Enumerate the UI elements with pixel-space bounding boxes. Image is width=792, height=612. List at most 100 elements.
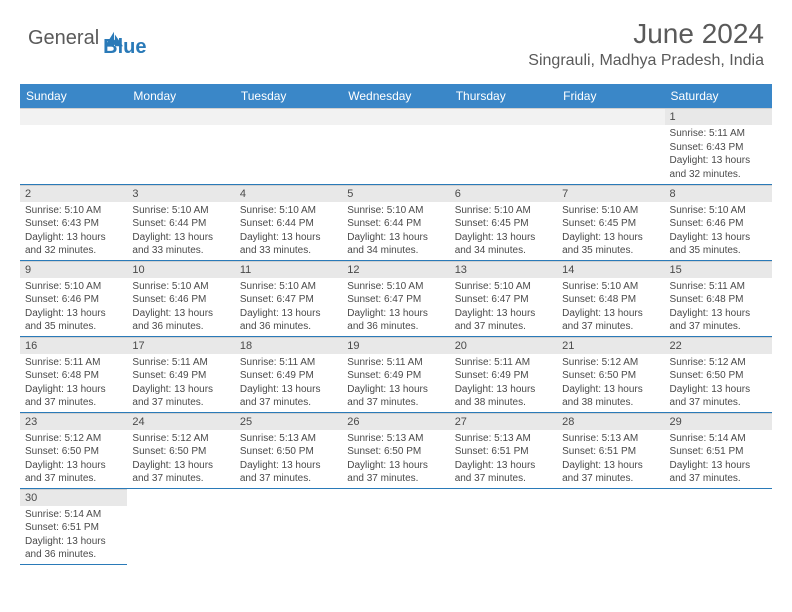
day-details: Sunrise: 5:13 AMSunset: 6:51 PMDaylight:… [557,430,664,488]
day-number: 4 [235,185,342,202]
day-number: 6 [450,185,557,202]
day-number: 17 [127,337,234,354]
calendar-week-row: 9Sunrise: 5:10 AMSunset: 6:46 PMDaylight… [20,260,772,336]
day-details: Sunrise: 5:11 AMSunset: 6:49 PMDaylight:… [450,354,557,412]
calendar-day-cell: 27Sunrise: 5:13 AMSunset: 6:51 PMDayligh… [450,412,557,488]
day-details: Sunrise: 5:12 AMSunset: 6:50 PMDaylight:… [20,430,127,488]
day-number: 15 [665,261,772,278]
calendar-header-row: SundayMondayTuesdayWednesdayThursdayFrid… [20,84,772,108]
calendar-day-cell [450,488,557,564]
day-details: Sunrise: 5:11 AMSunset: 6:49 PMDaylight:… [127,354,234,412]
day-number: 7 [557,185,664,202]
logo: General Blue [28,18,147,59]
calendar-day-cell: 23Sunrise: 5:12 AMSunset: 6:50 PMDayligh… [20,412,127,488]
day-details: Sunrise: 5:10 AMSunset: 6:46 PMDaylight:… [127,278,234,336]
calendar-table: SundayMondayTuesdayWednesdayThursdayFrid… [20,84,772,565]
weekday-header: Friday [557,84,664,108]
calendar-day-cell [20,108,127,184]
calendar-day-cell: 4Sunrise: 5:10 AMSunset: 6:44 PMDaylight… [235,184,342,260]
calendar-day-cell: 9Sunrise: 5:10 AMSunset: 6:46 PMDaylight… [20,260,127,336]
calendar-day-cell [235,488,342,564]
day-number: 27 [450,413,557,430]
day-number: 16 [20,337,127,354]
calendar-day-cell: 17Sunrise: 5:11 AMSunset: 6:49 PMDayligh… [127,336,234,412]
day-details: Sunrise: 5:11 AMSunset: 6:48 PMDaylight:… [20,354,127,412]
day-number: 14 [557,261,664,278]
day-number: 9 [20,261,127,278]
day-details: Sunrise: 5:10 AMSunset: 6:44 PMDaylight:… [235,202,342,260]
calendar-day-cell: 28Sunrise: 5:13 AMSunset: 6:51 PMDayligh… [557,412,664,488]
logo-text-part1: General [28,27,99,50]
day-details: Sunrise: 5:10 AMSunset: 6:46 PMDaylight:… [20,278,127,336]
day-number: 28 [557,413,664,430]
day-number: 25 [235,413,342,430]
calendar-day-cell: 22Sunrise: 5:12 AMSunset: 6:50 PMDayligh… [665,336,772,412]
calendar-week-row: 23Sunrise: 5:12 AMSunset: 6:50 PMDayligh… [20,412,772,488]
calendar-day-cell: 26Sunrise: 5:13 AMSunset: 6:50 PMDayligh… [342,412,449,488]
day-details: Sunrise: 5:10 AMSunset: 6:47 PMDaylight:… [235,278,342,336]
calendar-day-cell: 10Sunrise: 5:10 AMSunset: 6:46 PMDayligh… [127,260,234,336]
day-details: Sunrise: 5:11 AMSunset: 6:43 PMDaylight:… [665,125,772,183]
logo-text-part2: Blue [103,36,146,58]
empty-day-header [342,108,449,125]
day-number: 19 [342,337,449,354]
day-number: 22 [665,337,772,354]
day-number: 18 [235,337,342,354]
day-details: Sunrise: 5:13 AMSunset: 6:51 PMDaylight:… [450,430,557,488]
calendar-day-cell [235,108,342,184]
day-number: 12 [342,261,449,278]
day-number: 26 [342,413,449,430]
day-number: 11 [235,261,342,278]
day-details: Sunrise: 5:10 AMSunset: 6:47 PMDaylight:… [342,278,449,336]
calendar-week-row: 1Sunrise: 5:11 AMSunset: 6:43 PMDaylight… [20,108,772,184]
day-details: Sunrise: 5:11 AMSunset: 6:49 PMDaylight:… [342,354,449,412]
calendar-day-cell: 5Sunrise: 5:10 AMSunset: 6:44 PMDaylight… [342,184,449,260]
day-details: Sunrise: 5:11 AMSunset: 6:49 PMDaylight:… [235,354,342,412]
day-number: 5 [342,185,449,202]
calendar-day-cell: 11Sunrise: 5:10 AMSunset: 6:47 PMDayligh… [235,260,342,336]
day-details: Sunrise: 5:10 AMSunset: 6:43 PMDaylight:… [20,202,127,260]
calendar-day-cell: 21Sunrise: 5:12 AMSunset: 6:50 PMDayligh… [557,336,664,412]
calendar-day-cell: 13Sunrise: 5:10 AMSunset: 6:47 PMDayligh… [450,260,557,336]
day-number: 24 [127,413,234,430]
calendar-day-cell: 6Sunrise: 5:10 AMSunset: 6:45 PMDaylight… [450,184,557,260]
month-title: June 2024 [528,18,764,50]
calendar-day-cell [450,108,557,184]
calendar-day-cell [342,108,449,184]
day-details: Sunrise: 5:10 AMSunset: 6:45 PMDaylight:… [450,202,557,260]
calendar-day-cell: 25Sunrise: 5:13 AMSunset: 6:50 PMDayligh… [235,412,342,488]
calendar-day-cell: 1Sunrise: 5:11 AMSunset: 6:43 PMDaylight… [665,108,772,184]
day-details: Sunrise: 5:10 AMSunset: 6:47 PMDaylight:… [450,278,557,336]
day-details: Sunrise: 5:10 AMSunset: 6:44 PMDaylight:… [127,202,234,260]
calendar-day-cell: 16Sunrise: 5:11 AMSunset: 6:48 PMDayligh… [20,336,127,412]
calendar-day-cell [557,488,664,564]
calendar-week-row: 30Sunrise: 5:14 AMSunset: 6:51 PMDayligh… [20,488,772,564]
day-number: 10 [127,261,234,278]
calendar-day-cell: 19Sunrise: 5:11 AMSunset: 6:49 PMDayligh… [342,336,449,412]
day-details: Sunrise: 5:13 AMSunset: 6:50 PMDaylight:… [342,430,449,488]
day-details: Sunrise: 5:10 AMSunset: 6:45 PMDaylight:… [557,202,664,260]
weekday-header: Saturday [665,84,772,108]
calendar-week-row: 2Sunrise: 5:10 AMSunset: 6:43 PMDaylight… [20,184,772,260]
empty-day-header [235,108,342,125]
location-subtitle: Singrauli, Madhya Pradesh, India [528,52,764,70]
calendar-day-cell [127,488,234,564]
calendar-body: 1Sunrise: 5:11 AMSunset: 6:43 PMDaylight… [20,108,772,564]
calendar-day-cell: 7Sunrise: 5:10 AMSunset: 6:45 PMDaylight… [557,184,664,260]
day-details: Sunrise: 5:10 AMSunset: 6:46 PMDaylight:… [665,202,772,260]
weekday-header: Tuesday [235,84,342,108]
weekday-header: Sunday [20,84,127,108]
calendar-day-cell: 2Sunrise: 5:10 AMSunset: 6:43 PMDaylight… [20,184,127,260]
day-details: Sunrise: 5:11 AMSunset: 6:48 PMDaylight:… [665,278,772,336]
calendar-day-cell [127,108,234,184]
weekday-header: Thursday [450,84,557,108]
day-number: 13 [450,261,557,278]
day-number: 8 [665,185,772,202]
calendar-day-cell [665,488,772,564]
calendar-day-cell: 3Sunrise: 5:10 AMSunset: 6:44 PMDaylight… [127,184,234,260]
calendar-day-cell: 30Sunrise: 5:14 AMSunset: 6:51 PMDayligh… [20,488,127,564]
empty-day-header [450,108,557,125]
day-details: Sunrise: 5:13 AMSunset: 6:50 PMDaylight:… [235,430,342,488]
calendar-day-cell: 12Sunrise: 5:10 AMSunset: 6:47 PMDayligh… [342,260,449,336]
empty-day-header [557,108,664,125]
